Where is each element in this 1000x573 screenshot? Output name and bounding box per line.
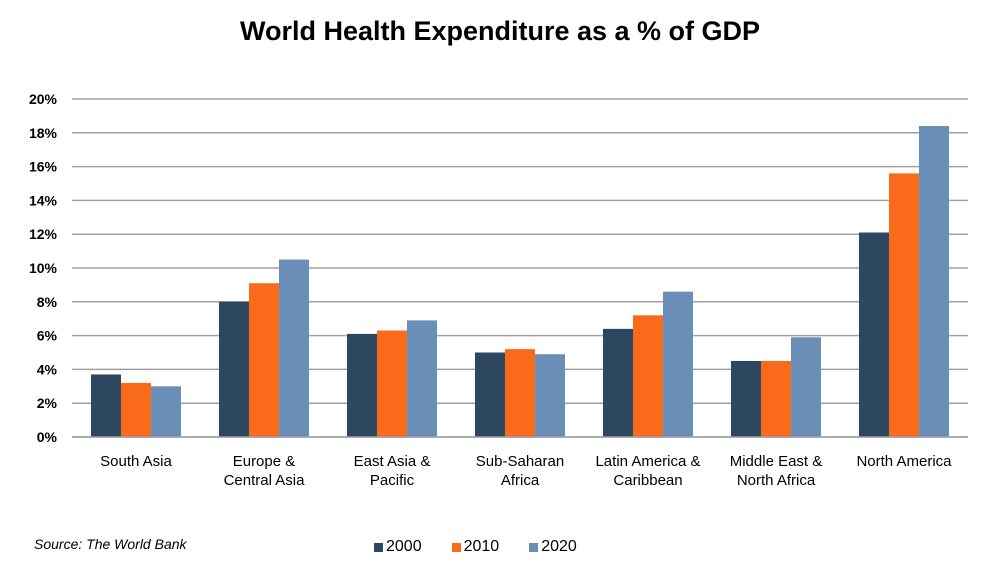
x-tick-label: North Africa — [737, 472, 816, 489]
y-tick-label: 10% — [29, 260, 58, 276]
x-tick-label: Latin America & — [595, 453, 700, 470]
x-tick-label: Pacific — [370, 472, 415, 489]
bar-2010 — [633, 315, 663, 437]
y-tick-label: 8% — [37, 294, 58, 310]
legend-item-2000: 2000 — [374, 538, 422, 556]
bar-2010 — [761, 360, 791, 437]
legend-label: 2020 — [541, 538, 577, 555]
legend-item-2010: 2010 — [451, 538, 500, 556]
bar-2020 — [279, 259, 309, 437]
legend-label: 2010 — [463, 538, 500, 555]
bar-2010 — [377, 330, 407, 437]
y-tick-label: 4% — [37, 361, 58, 377]
x-tick-label: Middle East & — [730, 453, 823, 470]
bar-2020 — [791, 337, 821, 437]
bar-2020 — [919, 126, 949, 437]
legend-swatch — [374, 542, 383, 552]
bar-2020 — [663, 291, 693, 437]
x-tick-label: North America — [856, 453, 952, 470]
x-tick-label: South Asia — [100, 453, 172, 470]
y-tick-label: 18% — [29, 125, 58, 141]
y-tick-label: 0% — [37, 429, 58, 445]
x-tick-label: Central Asia — [224, 472, 306, 489]
y-tick-label: 14% — [29, 192, 58, 208]
y-tick-label: 20% — [29, 91, 58, 107]
y-tick-label: 6% — [37, 328, 58, 344]
y-tick-label: 16% — [29, 159, 58, 175]
bar-2020 — [151, 386, 181, 437]
legend-swatch — [529, 542, 539, 552]
bar-2000 — [859, 232, 889, 437]
legend-label: 2000 — [386, 538, 422, 555]
x-tick-label: East Asia & — [354, 453, 431, 470]
bar-2010 — [249, 283, 279, 437]
bar-2010 — [121, 382, 151, 437]
bar-2000 — [219, 301, 249, 437]
bar-2020 — [407, 320, 437, 437]
legend-item-2020: 2020 — [529, 538, 577, 556]
legend-swatch — [451, 542, 461, 552]
y-tick-label: 12% — [29, 226, 58, 242]
x-tick-label: Europe & — [233, 453, 296, 470]
x-tick-label: Caribbean — [613, 472, 682, 489]
bar-2000 — [603, 328, 633, 437]
bar-2000 — [475, 352, 505, 437]
bar-2000 — [91, 374, 121, 437]
x-tick-label: Africa — [501, 472, 540, 489]
y-tick-label: 2% — [37, 395, 58, 411]
chart-title: World Health Expenditure as a % of GDP — [239, 16, 761, 46]
bar-2020 — [535, 354, 565, 437]
bar-2010 — [889, 173, 919, 438]
x-tick-label: Sub-Saharan — [476, 453, 564, 470]
bar-2010 — [505, 349, 535, 437]
bar-2000 — [731, 360, 761, 437]
bar-2000 — [347, 333, 377, 437]
legend: 2000 2010 2020 — [374, 538, 577, 556]
source-note: Source: The World Bank — [34, 536, 187, 552]
